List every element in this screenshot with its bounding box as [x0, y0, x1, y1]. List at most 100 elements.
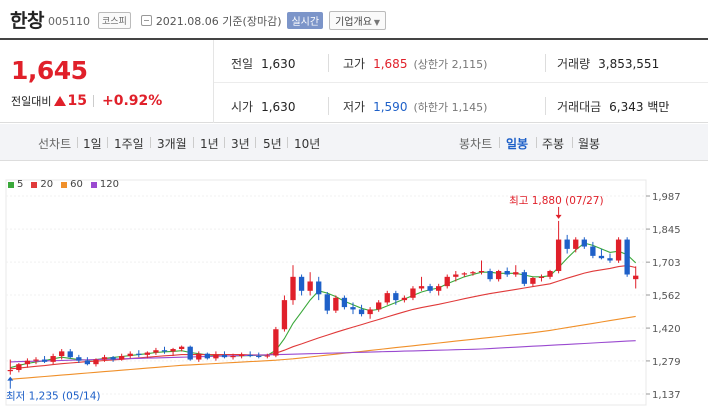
tab-period-3m[interactable]: 3개월: [157, 137, 187, 151]
candle-body: [273, 329, 279, 356]
ma-line-20: [10, 265, 636, 370]
realtime-button[interactable]: 실시간: [287, 12, 324, 29]
divider: [545, 97, 546, 115]
divider: [572, 137, 573, 148]
tab-period-5y[interactable]: 5년: [263, 137, 282, 151]
divider: [287, 137, 288, 148]
candle-body: [401, 297, 408, 301]
stat-amount: 거래대금 6,343 백만: [557, 98, 669, 115]
candle-body: [453, 274, 459, 277]
stat-value: 1,590: [373, 100, 408, 114]
candle-body: [598, 255, 605, 259]
stat-value: 1,630: [261, 100, 296, 114]
change-percent: +0.92%: [101, 93, 163, 109]
company-info-label: 기업개요: [335, 17, 372, 28]
candle-body: [119, 356, 125, 360]
candle-body: [341, 297, 348, 308]
candle-body: [436, 286, 442, 291]
tab-candle-chart[interactable]: 봉차트: [459, 137, 493, 151]
candle-body: [350, 307, 356, 310]
stat-sub: (상한가 2,115): [413, 58, 488, 71]
candle-body: [478, 271, 485, 273]
divider: [224, 137, 225, 148]
candle-body: [615, 239, 622, 261]
candle-body: [84, 360, 91, 365]
change-label: 전일대비: [11, 95, 52, 108]
candle-body: [444, 276, 450, 287]
divider: [107, 137, 108, 148]
current-price-panel: 1,645 전일대비 15 +0.92%: [0, 40, 214, 123]
stat-label: 시가: [231, 100, 254, 114]
legend-label: 5: [17, 179, 24, 190]
candle-body: [333, 297, 339, 311]
stat-label: 거래대금: [557, 100, 602, 114]
stat-low: 저가 1,590 (하한가 1,145): [343, 98, 487, 115]
candle-body: [298, 276, 305, 291]
divider: [150, 137, 151, 148]
candle-body: [290, 276, 296, 301]
candle-body: [316, 281, 322, 295]
divider: [536, 137, 537, 148]
stat-sub: (하한가 1,145): [413, 101, 488, 114]
tab-candle-monthly[interactable]: 월봉: [578, 137, 601, 151]
current-price: 1,645: [11, 56, 88, 85]
candle-body: [487, 271, 493, 280]
candle-body: [376, 302, 382, 310]
stat-value: 1,685: [373, 57, 408, 71]
date-value: 2021.08.06: [155, 14, 219, 28]
min-arrow-head: [7, 376, 14, 381]
candle-body: [504, 271, 510, 275]
candlestick-chart[interactable]: 1,987 1,845 1,703 1,562 1,420 1,279 1,137 최고 1,…: [0, 160, 708, 406]
candle-body: [633, 275, 639, 280]
tab-period-1d[interactable]: 1일: [83, 137, 102, 151]
candle-body: [67, 351, 73, 358]
stat-value: 1,630: [261, 57, 296, 71]
candle-body: [213, 354, 219, 359]
candle-body: [555, 239, 562, 272]
company-info-dropdown[interactable]: 기업개요 ▼: [329, 11, 387, 30]
date-text: 2021.08.06 기준(장마감): [156, 13, 282, 29]
candle-body: [93, 359, 99, 365]
candle-body: [256, 356, 262, 358]
divider: [77, 137, 78, 148]
tab-period-1y[interactable]: 1년: [200, 137, 219, 151]
candle-body: [547, 271, 553, 277]
candle-body: [153, 350, 159, 353]
tab-candle-daily[interactable]: 일봉: [506, 137, 529, 151]
price-summary: 1,645 전일대비 15 +0.92% 전일 1,630 고가 1,685 (…: [0, 38, 708, 123]
divider: [92, 95, 94, 107]
tab-period-3y[interactable]: 3년: [231, 137, 250, 151]
legend-swatch: [31, 181, 38, 188]
tab-candle-weekly[interactable]: 주봉: [542, 137, 565, 151]
ma-line-60: [10, 315, 636, 380]
legend-label: 60: [70, 179, 83, 190]
candle-body: [247, 354, 253, 357]
tab-line-chart[interactable]: 선차트: [38, 137, 72, 151]
legend-item-ma20: 20: [31, 179, 53, 190]
candle-body: [324, 294, 330, 311]
tab-period-10y[interactable]: 10년: [294, 137, 321, 151]
tab-period-1w[interactable]: 1주일: [114, 137, 144, 151]
plot-frame: [5, 179, 647, 406]
divider: [499, 137, 500, 148]
candle-body: [41, 359, 48, 362]
market-badge: 코스피: [97, 12, 131, 29]
stat-label: 거래량: [557, 57, 591, 71]
y-tick-label: 1,420: [652, 324, 681, 335]
stat-volume: 거래량 3,853,551: [557, 55, 659, 72]
candle-body: [384, 293, 390, 303]
y-tick-label: 1,987: [652, 192, 681, 203]
calendar-icon: [140, 15, 152, 26]
candle-body: [564, 239, 570, 249]
candle-body: [161, 350, 168, 352]
candle-body: [127, 353, 133, 357]
stat-label: 전일: [231, 57, 254, 71]
y-tick-label: 1,137: [652, 390, 681, 401]
candle-body: [367, 309, 373, 315]
candle-body: [461, 273, 468, 275]
legend-swatch: [8, 181, 14, 188]
candle-body: [418, 286, 425, 289]
stat-prev: 전일 1,630: [231, 55, 295, 72]
divider: [328, 97, 329, 115]
stat-open: 시가 1,630: [231, 98, 295, 115]
